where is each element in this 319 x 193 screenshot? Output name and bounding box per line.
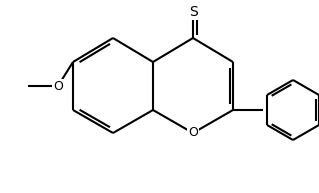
Text: S: S <box>189 5 197 19</box>
Text: O: O <box>53 80 63 92</box>
Text: O: O <box>188 126 198 140</box>
